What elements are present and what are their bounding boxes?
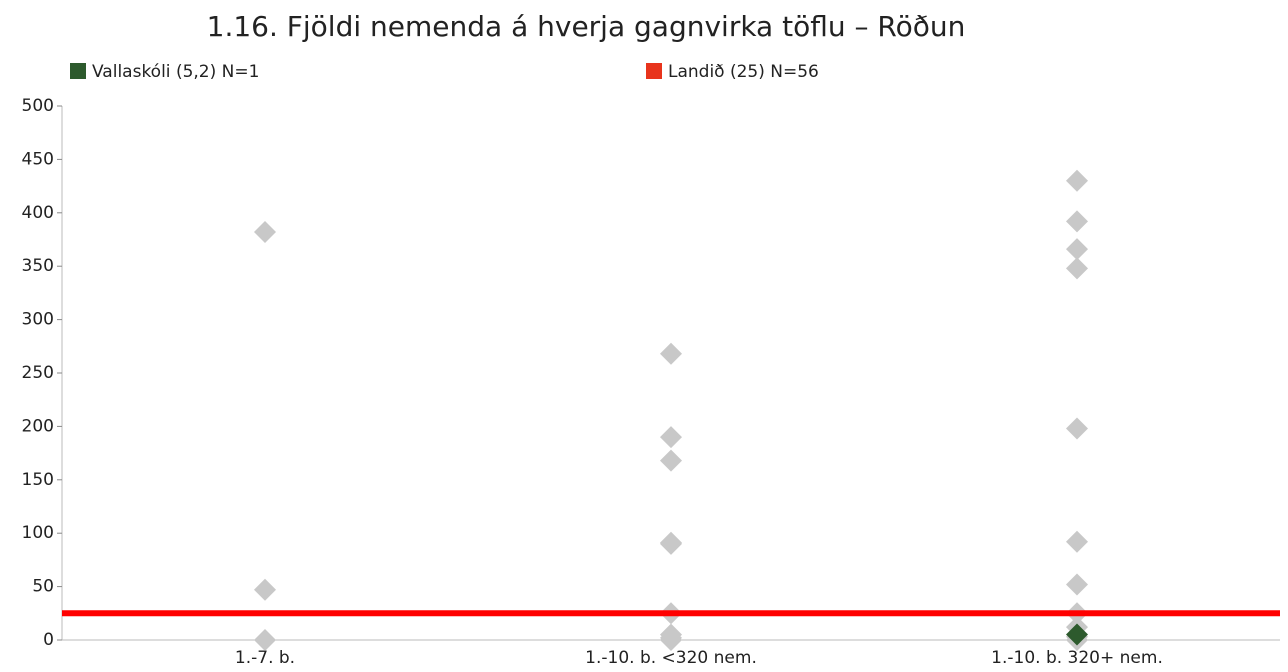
point [254, 578, 276, 601]
y-tick-label: 250 [22, 363, 54, 383]
point [660, 449, 682, 472]
y-tick-label: 100 [22, 523, 54, 543]
point [1066, 238, 1088, 261]
point [1066, 417, 1088, 440]
point [660, 532, 682, 555]
y-tick-label: 400 [22, 203, 54, 223]
legend-swatch [70, 63, 86, 79]
y-tick-label: 200 [22, 416, 54, 436]
highlight-point [1066, 623, 1088, 646]
y-tick-label: 500 [22, 96, 54, 116]
legend-swatch [646, 63, 662, 79]
y-tick-label: 150 [22, 470, 54, 490]
legend-label: Vallaskóli (5,2) N=1 [92, 62, 259, 82]
legend-label: Landið (25) N=56 [668, 62, 819, 82]
point [660, 426, 682, 449]
x-tick-label: 1.-10. b. <320 nem. [585, 648, 757, 668]
chart-title: 1.16. Fjöldi nemenda á hverja gagnvirka … [207, 10, 966, 43]
y-tick-label: 0 [43, 630, 54, 650]
point [1066, 573, 1088, 596]
point [660, 342, 682, 365]
x-tick-label: 1.-10. b. 320+ nem. [991, 648, 1163, 668]
point [254, 629, 276, 651]
point [1066, 530, 1088, 553]
point [1066, 257, 1088, 280]
y-tick-label: 450 [22, 149, 54, 169]
point [1066, 169, 1088, 192]
point [1066, 210, 1088, 233]
y-tick-label: 50 [32, 577, 54, 597]
y-tick-label: 350 [22, 256, 54, 276]
x-tick-label: 1.-7. b. [235, 648, 295, 668]
point [660, 629, 682, 651]
point [254, 221, 276, 244]
y-tick-label: 300 [22, 310, 54, 330]
